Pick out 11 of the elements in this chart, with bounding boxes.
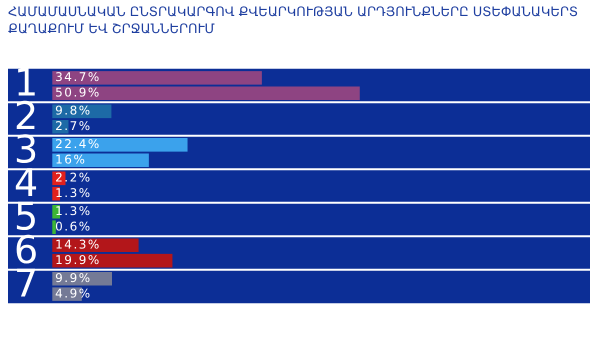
data-label: 19.9%	[55, 252, 101, 267]
data-label: 16%	[55, 152, 86, 166]
chart-title: ՀԱՄԱՄԱՍՆԱԿԱՆ ԸՆՏՐԱԿԱՐԳՈՎ ՔՎԵԱՐԿՈՒԹՅԱՆ ԱՐԴՅՈՒՆՔՆԵՐԸ ՍՏԵՓԱՆԱԿԵՐՏ ՔԱՂԱՔՈՒՄ ԵՎ ՇՐՋԱՆՆԵՐՈՒՄ	[8, 4, 580, 38]
data-label: 14.3%	[55, 237, 101, 252]
data-label: 22.4%	[55, 136, 101, 151]
data-label: 0.6%	[55, 219, 92, 234]
data-label: 50.9%	[55, 85, 101, 100]
data-label: 9.9%	[55, 270, 92, 285]
data-label: 2.7%	[55, 118, 92, 133]
data-label: 34.7%	[55, 70, 101, 84]
data-label: 9.8%	[55, 103, 92, 118]
